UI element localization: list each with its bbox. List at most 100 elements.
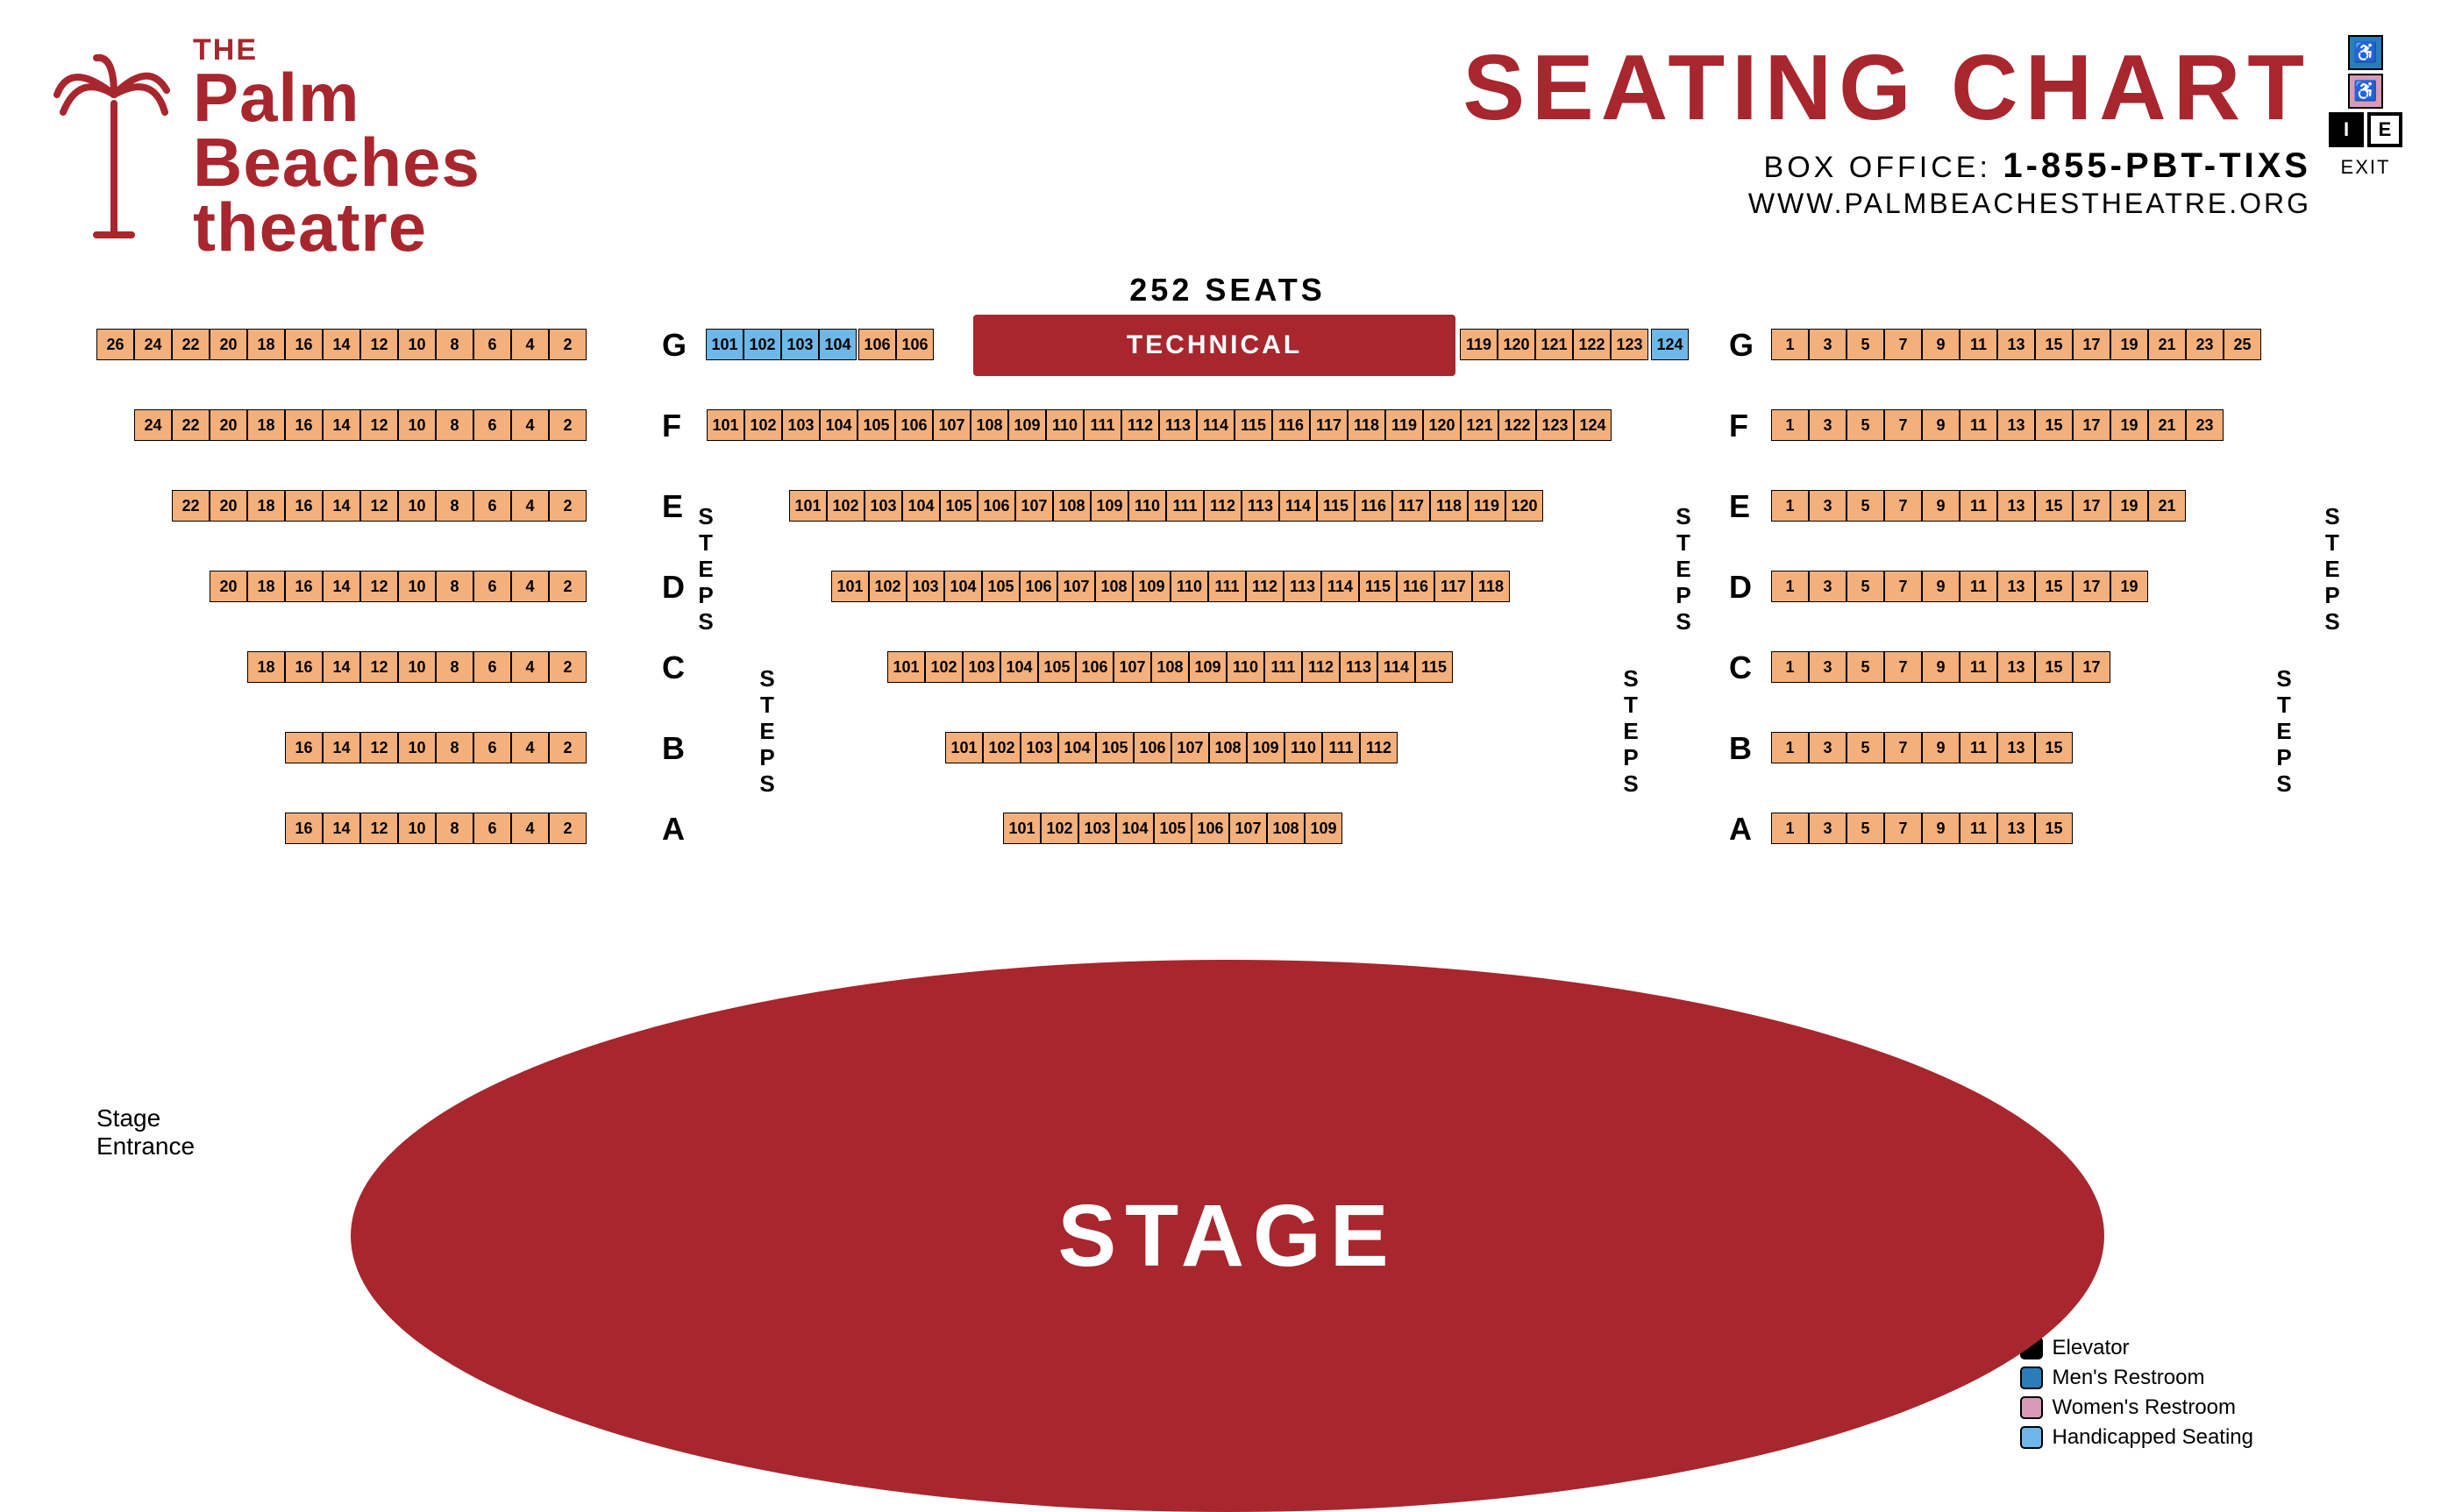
seat[interactable]: 20 [210,329,247,360]
seat[interactable]: 114 [1321,571,1359,602]
seat[interactable]: 26 [96,329,134,360]
seat[interactable]: 7 [1884,409,1922,441]
seat[interactable]: 102 [744,409,782,441]
seat[interactable]: 3 [1809,813,1847,844]
seat[interactable]: 110 [1128,490,1166,522]
seat[interactable]: 15 [2035,813,2073,844]
seat[interactable]: 124 [1651,329,1689,360]
seat[interactable]: 17 [2073,409,2110,441]
seat[interactable]: 106 [978,490,1015,522]
seat[interactable]: 16 [285,571,323,602]
seat[interactable]: 103 [782,409,820,441]
seat[interactable]: 108 [971,409,1008,441]
seat[interactable]: 15 [2035,409,2073,441]
seat[interactable]: 103 [963,651,1000,683]
seat[interactable]: 1 [1771,651,1809,683]
seat[interactable]: 5 [1847,651,1884,683]
seat[interactable]: 8 [436,409,473,441]
seat[interactable]: 21 [2148,490,2186,522]
seat[interactable]: 1 [1771,813,1809,844]
seat[interactable]: 2 [549,813,587,844]
seat[interactable]: 14 [323,329,360,360]
seat[interactable]: 2 [549,409,587,441]
seat[interactable]: 121 [1461,409,1498,441]
seat[interactable]: 17 [2073,329,2110,360]
seat[interactable]: 106 [1134,732,1171,763]
seat[interactable]: 101 [887,651,925,683]
seat[interactable]: 116 [1272,409,1310,441]
seat[interactable]: 106 [896,329,934,360]
seat[interactable]: 18 [247,571,285,602]
seat[interactable]: 3 [1809,571,1847,602]
seat[interactable]: 4 [511,732,549,763]
seat[interactable]: 111 [1264,651,1302,683]
seat[interactable]: 2 [549,490,587,522]
seat[interactable]: 113 [1340,651,1377,683]
seat[interactable]: 24 [134,329,172,360]
seat[interactable]: 13 [1997,813,2035,844]
seat[interactable]: 112 [1121,409,1159,441]
seat[interactable]: 105 [982,571,1020,602]
seat[interactable]: 23 [2186,409,2224,441]
seat[interactable]: 14 [323,490,360,522]
seat[interactable]: 1 [1771,490,1809,522]
seat[interactable]: 12 [360,651,398,683]
seat[interactable]: 6 [473,490,511,522]
seat[interactable]: 104 [819,329,857,360]
seat[interactable]: 2 [549,571,587,602]
seat[interactable]: 5 [1847,732,1884,763]
seat[interactable]: 19 [2110,329,2148,360]
seat[interactable]: 108 [1095,571,1133,602]
seat[interactable]: 17 [2073,490,2110,522]
seat[interactable]: 117 [1310,409,1348,441]
seat[interactable]: 10 [398,813,436,844]
seat[interactable]: 3 [1809,329,1847,360]
seat[interactable]: 115 [1235,409,1272,441]
seat[interactable]: 7 [1884,651,1922,683]
seat[interactable]: 114 [1377,651,1415,683]
seat[interactable]: 123 [1611,329,1648,360]
seat[interactable]: 109 [1305,813,1342,844]
seat[interactable]: 16 [285,732,323,763]
seat[interactable]: 13 [1997,571,2035,602]
seat[interactable]: 11 [1960,651,1997,683]
seat[interactable]: 113 [1159,409,1197,441]
seat[interactable]: 10 [398,571,436,602]
seat[interactable]: 10 [398,409,436,441]
seat[interactable]: 111 [1166,490,1204,522]
seat[interactable]: 106 [1192,813,1229,844]
seat[interactable]: 118 [1348,409,1385,441]
seat[interactable]: 11 [1960,571,1997,602]
seat[interactable]: 104 [820,409,857,441]
seat[interactable]: 12 [360,732,398,763]
seat[interactable]: 101 [831,571,869,602]
seat[interactable]: 115 [1359,571,1397,602]
seat[interactable]: 114 [1197,409,1235,441]
seat[interactable]: 106 [895,409,933,441]
seat[interactable]: 120 [1423,409,1461,441]
seat[interactable]: 12 [360,409,398,441]
seat[interactable]: 4 [511,329,549,360]
seat[interactable]: 110 [1227,651,1264,683]
seat[interactable]: 3 [1809,651,1847,683]
seat[interactable]: 104 [902,490,940,522]
seat[interactable]: 112 [1246,571,1284,602]
seat[interactable]: 103 [1021,732,1058,763]
seat[interactable]: 104 [1058,732,1096,763]
seat[interactable]: 122 [1498,409,1536,441]
seat[interactable]: 108 [1053,490,1091,522]
seat[interactable]: 23 [2186,329,2224,360]
seat[interactable]: 14 [323,409,360,441]
seat[interactable]: 22 [172,409,210,441]
seat[interactable]: 107 [1171,732,1209,763]
seat[interactable]: 110 [1171,571,1208,602]
seat[interactable]: 6 [473,409,511,441]
seat[interactable]: 101 [789,490,827,522]
seat[interactable]: 15 [2035,329,2073,360]
seat[interactable]: 3 [1809,409,1847,441]
seat[interactable]: 12 [360,490,398,522]
seat[interactable]: 21 [2148,329,2186,360]
seat[interactable]: 122 [1573,329,1611,360]
seat[interactable]: 7 [1884,571,1922,602]
seat[interactable]: 115 [1317,490,1355,522]
